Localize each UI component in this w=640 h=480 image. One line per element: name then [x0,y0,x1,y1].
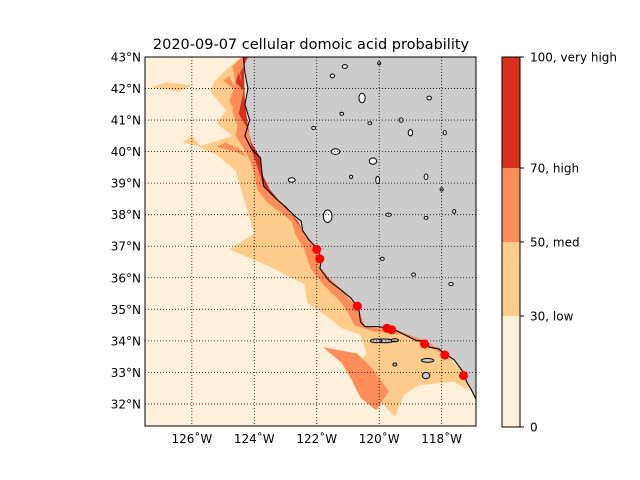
lake-outline [452,209,457,214]
region-veryhigh [235,72,245,92]
lake-outline [379,256,385,261]
region-low [151,82,192,92]
lake-outline [368,157,378,165]
region-med [216,142,236,152]
y-tick-label: 37°N [111,240,141,254]
sample-markers [312,244,469,381]
lake-outline [398,117,404,123]
colorbar: 0 30, low 50, med 70, high 100, very high [501,51,617,435]
y-tick-label: 35°N [111,303,141,317]
axes-frame [144,56,477,427]
y-tick-label: 36°N [111,271,141,285]
lake-outline [411,272,416,277]
coastline [242,57,476,400]
colorbar-tick-label: 0 [530,421,538,435]
y-tick-label: 32°N [111,397,141,411]
land-mass [243,57,476,400]
y-tick-label: 33°N [111,366,141,380]
chart-title: 2020-09-07 cellular domoic acid probabil… [153,37,470,53]
x-tick-label: 120˚W [359,431,400,446]
region-med [223,75,236,91]
lake-outline [329,73,336,79]
region-high [223,142,248,158]
y-tick-label: 38°N [111,208,141,222]
lake-outline [330,148,341,155]
region-low [198,57,470,417]
island [390,338,400,343]
sample-marker [419,339,429,349]
colorbar-segment [502,168,520,242]
colorbar-tick-label: 100, very high [530,51,617,65]
lake-outline [423,215,429,220]
x-tick-label: 118˚W [421,431,462,446]
map-area [145,57,476,426]
probability-med-regions [216,57,455,411]
colorbar-segment [502,57,520,168]
lake-outline [349,174,354,179]
lake-outline [442,129,447,136]
x-axis-ticks: 126˚W 124˚W 122˚W 120˚W 118˚W [171,431,462,446]
colorbar-tick-label: 70, high [530,162,579,176]
sample-marker [459,371,469,381]
sample-marker [315,254,325,264]
sample-marker [440,350,450,360]
lake-outline [423,173,429,181]
y-tick-label: 40°N [111,145,141,159]
y-tick-label: 41°N [111,114,141,128]
island [421,371,431,380]
x-tick-label: 126˚W [171,431,212,446]
sample-marker [387,325,397,335]
sample-marker [312,244,322,254]
y-tick-label: 34°N [111,334,141,348]
y-tick-label: 43°N [111,51,141,65]
x-tick-label: 124˚W [234,431,275,446]
colorbar-tick-label: 50, med [530,236,580,250]
region-med [323,347,389,411]
y-axis-ticks: 43°N 42°N 41°N 40°N 39°N 38°N 37°N 36°N 35°N 34°N… [111,51,141,412]
colorbar-tick-label: 30, low [530,310,574,324]
inland-lakes [287,61,457,287]
region-med [229,57,455,363]
lake-outline [339,111,345,116]
lake-outline [322,209,333,224]
y-tick-label: 39°N [111,177,141,191]
probability-very-high-regions [235,57,305,234]
island [392,362,398,367]
lake-outline [287,177,296,183]
lake-outline [367,121,373,126]
lake-outline [341,64,348,69]
colorbar-segment [502,242,520,316]
sample-marker [352,301,362,311]
island [420,358,435,363]
lake-outline [448,282,454,287]
y-tick-label: 42°N [111,82,141,96]
lake-outline [358,92,366,104]
x-tick-label: 122˚W [296,431,337,446]
lake-outline [311,125,316,131]
lake-outline [426,95,432,101]
lake-outline [407,129,414,137]
region-veryhigh [238,57,305,234]
colorbar-segment [502,316,520,427]
gridlines [145,57,476,426]
